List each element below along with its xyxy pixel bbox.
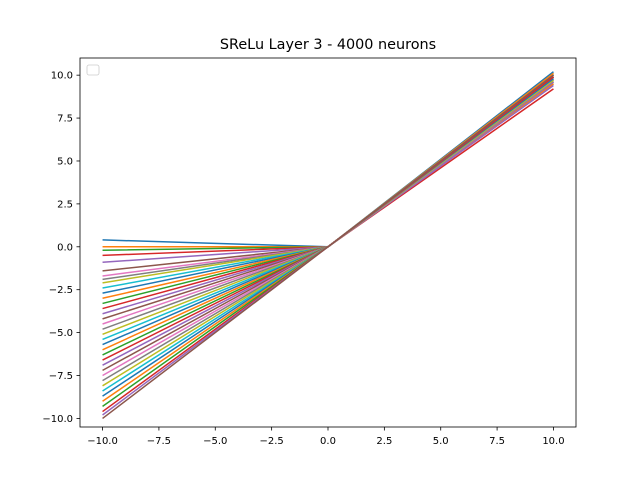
x-tick-label: 10.0 (542, 436, 564, 447)
x-tick-label: −7.5 (147, 436, 171, 447)
x-tick-label: 5.0 (433, 436, 449, 447)
y-tick-label: −7.5 (49, 371, 73, 382)
y-tick-label: 5.0 (57, 156, 73, 167)
x-axis: −10.0 −7.5 −5.0 −2.5 0.0 2.5 5.0 7.5 10.0 (87, 427, 565, 447)
y-tick-label: 10.0 (51, 71, 73, 82)
y-tick-label: 7.5 (57, 114, 73, 125)
y-tick-label: −2.5 (49, 285, 73, 296)
chart-title: SReLu Layer 3 - 4000 neurons (220, 37, 436, 53)
y-tick-label: −5.0 (49, 328, 73, 339)
x-tick-label: −5.0 (203, 436, 227, 447)
x-tick-label: 0.0 (320, 436, 336, 447)
x-tick-label: 2.5 (376, 436, 392, 447)
legend-box (86, 64, 100, 76)
x-tick-label: −2.5 (259, 436, 283, 447)
y-tick-label: −10.0 (42, 414, 73, 425)
y-tick-label: 2.5 (57, 199, 73, 210)
series-line-35 (102, 74, 554, 420)
x-tick-label: −10.0 (87, 436, 118, 447)
x-tick-label: 7.5 (489, 436, 505, 447)
y-tick-label: 0.0 (57, 242, 73, 253)
plot-area (102, 71, 554, 420)
y-axis: −10.0 −7.5 −5.0 −2.5 0.0 2.5 5.0 7.5 10.0 (42, 71, 80, 425)
plot-frame (79, 57, 577, 428)
